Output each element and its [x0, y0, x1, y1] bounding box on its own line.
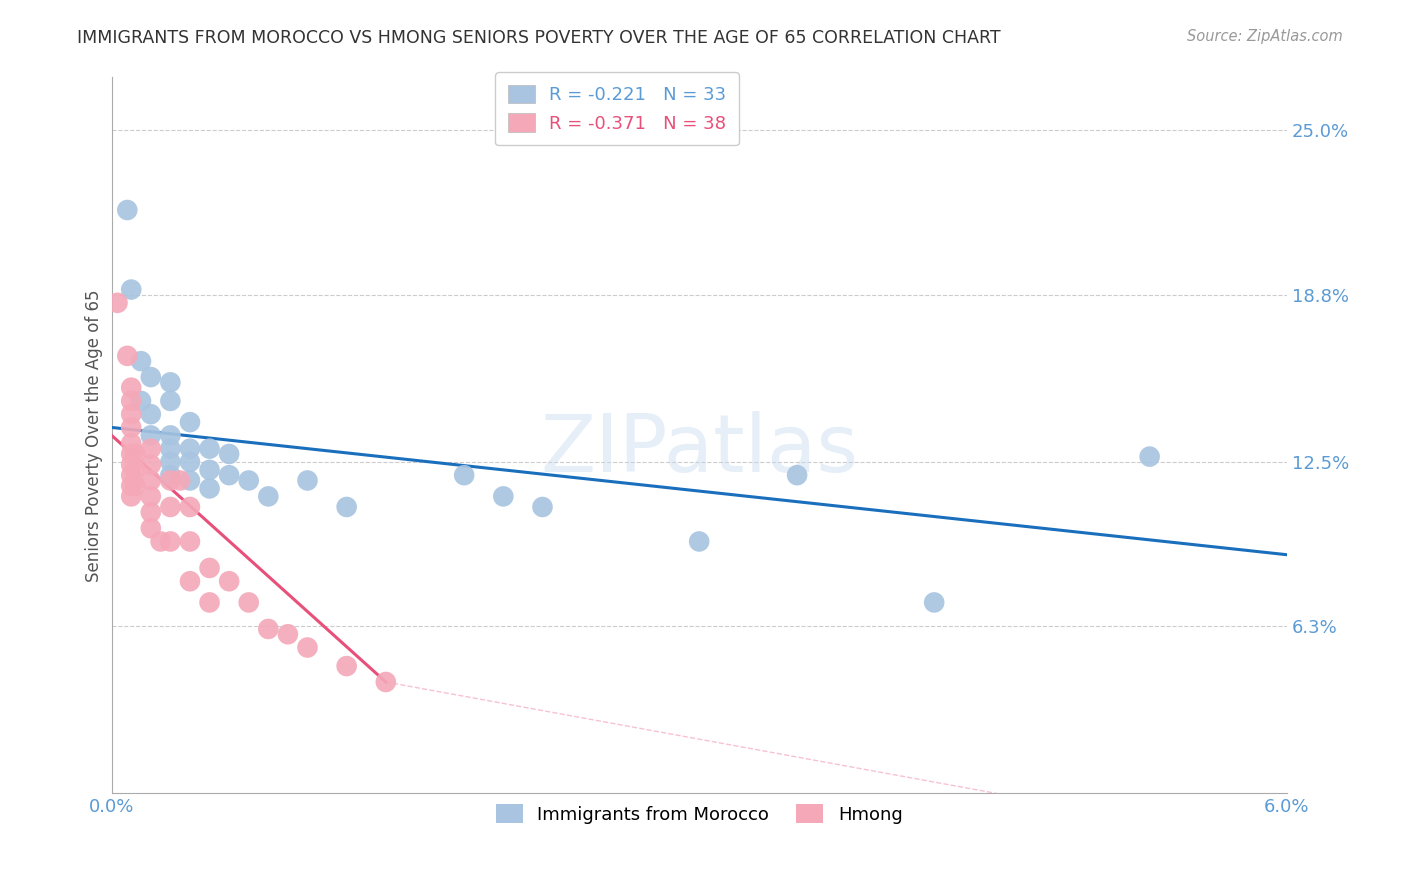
- Point: [218, 468, 240, 483]
- Point: [688, 534, 710, 549]
- Point: [453, 468, 475, 483]
- Point: [179, 415, 201, 429]
- Point: [179, 534, 201, 549]
- Point: [1139, 450, 1161, 464]
- Point: [139, 428, 162, 442]
- Point: [159, 393, 181, 408]
- Point: [218, 447, 240, 461]
- Point: [179, 500, 201, 514]
- Text: Source: ZipAtlas.com: Source: ZipAtlas.com: [1187, 29, 1343, 45]
- Point: [198, 595, 221, 609]
- Point: [107, 295, 129, 310]
- Point: [159, 534, 181, 549]
- Point: [117, 349, 139, 363]
- Point: [179, 455, 201, 469]
- Point: [159, 500, 181, 514]
- Point: [139, 505, 162, 519]
- Point: [129, 393, 152, 408]
- Point: [238, 595, 260, 609]
- Point: [257, 622, 280, 636]
- Point: [492, 489, 515, 503]
- Point: [139, 442, 162, 456]
- Point: [198, 442, 221, 456]
- Point: [120, 489, 142, 503]
- Point: [124, 447, 146, 461]
- Point: [374, 675, 396, 690]
- Point: [139, 489, 162, 503]
- Point: [120, 420, 142, 434]
- Text: IMMIGRANTS FROM MOROCCO VS HMONG SENIORS POVERTY OVER THE AGE OF 65 CORRELATION : IMMIGRANTS FROM MOROCCO VS HMONG SENIORS…: [77, 29, 1001, 47]
- Point: [179, 474, 201, 488]
- Point: [120, 479, 142, 493]
- Point: [139, 521, 162, 535]
- Point: [120, 393, 142, 408]
- Point: [129, 354, 152, 368]
- Legend: Immigrants from Morocco, Hmong: Immigrants from Morocco, Hmong: [485, 793, 914, 834]
- Point: [159, 376, 181, 390]
- Point: [179, 574, 201, 589]
- Y-axis label: Seniors Poverty Over the Age of 65: Seniors Poverty Over the Age of 65: [86, 289, 103, 582]
- Point: [120, 407, 142, 421]
- Point: [139, 474, 162, 488]
- Point: [922, 595, 945, 609]
- Point: [218, 574, 240, 589]
- Point: [531, 500, 554, 514]
- Point: [198, 561, 221, 575]
- Point: [297, 640, 319, 655]
- Point: [159, 428, 181, 442]
- Point: [124, 479, 146, 493]
- Point: [120, 283, 142, 297]
- Point: [277, 627, 299, 641]
- Point: [124, 463, 146, 477]
- Point: [257, 489, 280, 503]
- Point: [139, 458, 162, 472]
- Point: [149, 534, 172, 549]
- Point: [238, 474, 260, 488]
- Point: [786, 468, 808, 483]
- Point: [120, 468, 142, 483]
- Text: ZIPatlas: ZIPatlas: [540, 410, 858, 489]
- Point: [159, 468, 181, 483]
- Point: [179, 442, 201, 456]
- Point: [139, 370, 162, 384]
- Point: [120, 381, 142, 395]
- Point: [159, 442, 181, 456]
- Point: [120, 447, 142, 461]
- Point: [198, 482, 221, 496]
- Point: [117, 202, 139, 217]
- Point: [120, 458, 142, 472]
- Point: [159, 455, 181, 469]
- Point: [336, 500, 359, 514]
- Point: [297, 474, 319, 488]
- Point: [139, 407, 162, 421]
- Point: [336, 659, 359, 673]
- Point: [159, 474, 181, 488]
- Point: [198, 463, 221, 477]
- Point: [120, 436, 142, 450]
- Point: [169, 474, 191, 488]
